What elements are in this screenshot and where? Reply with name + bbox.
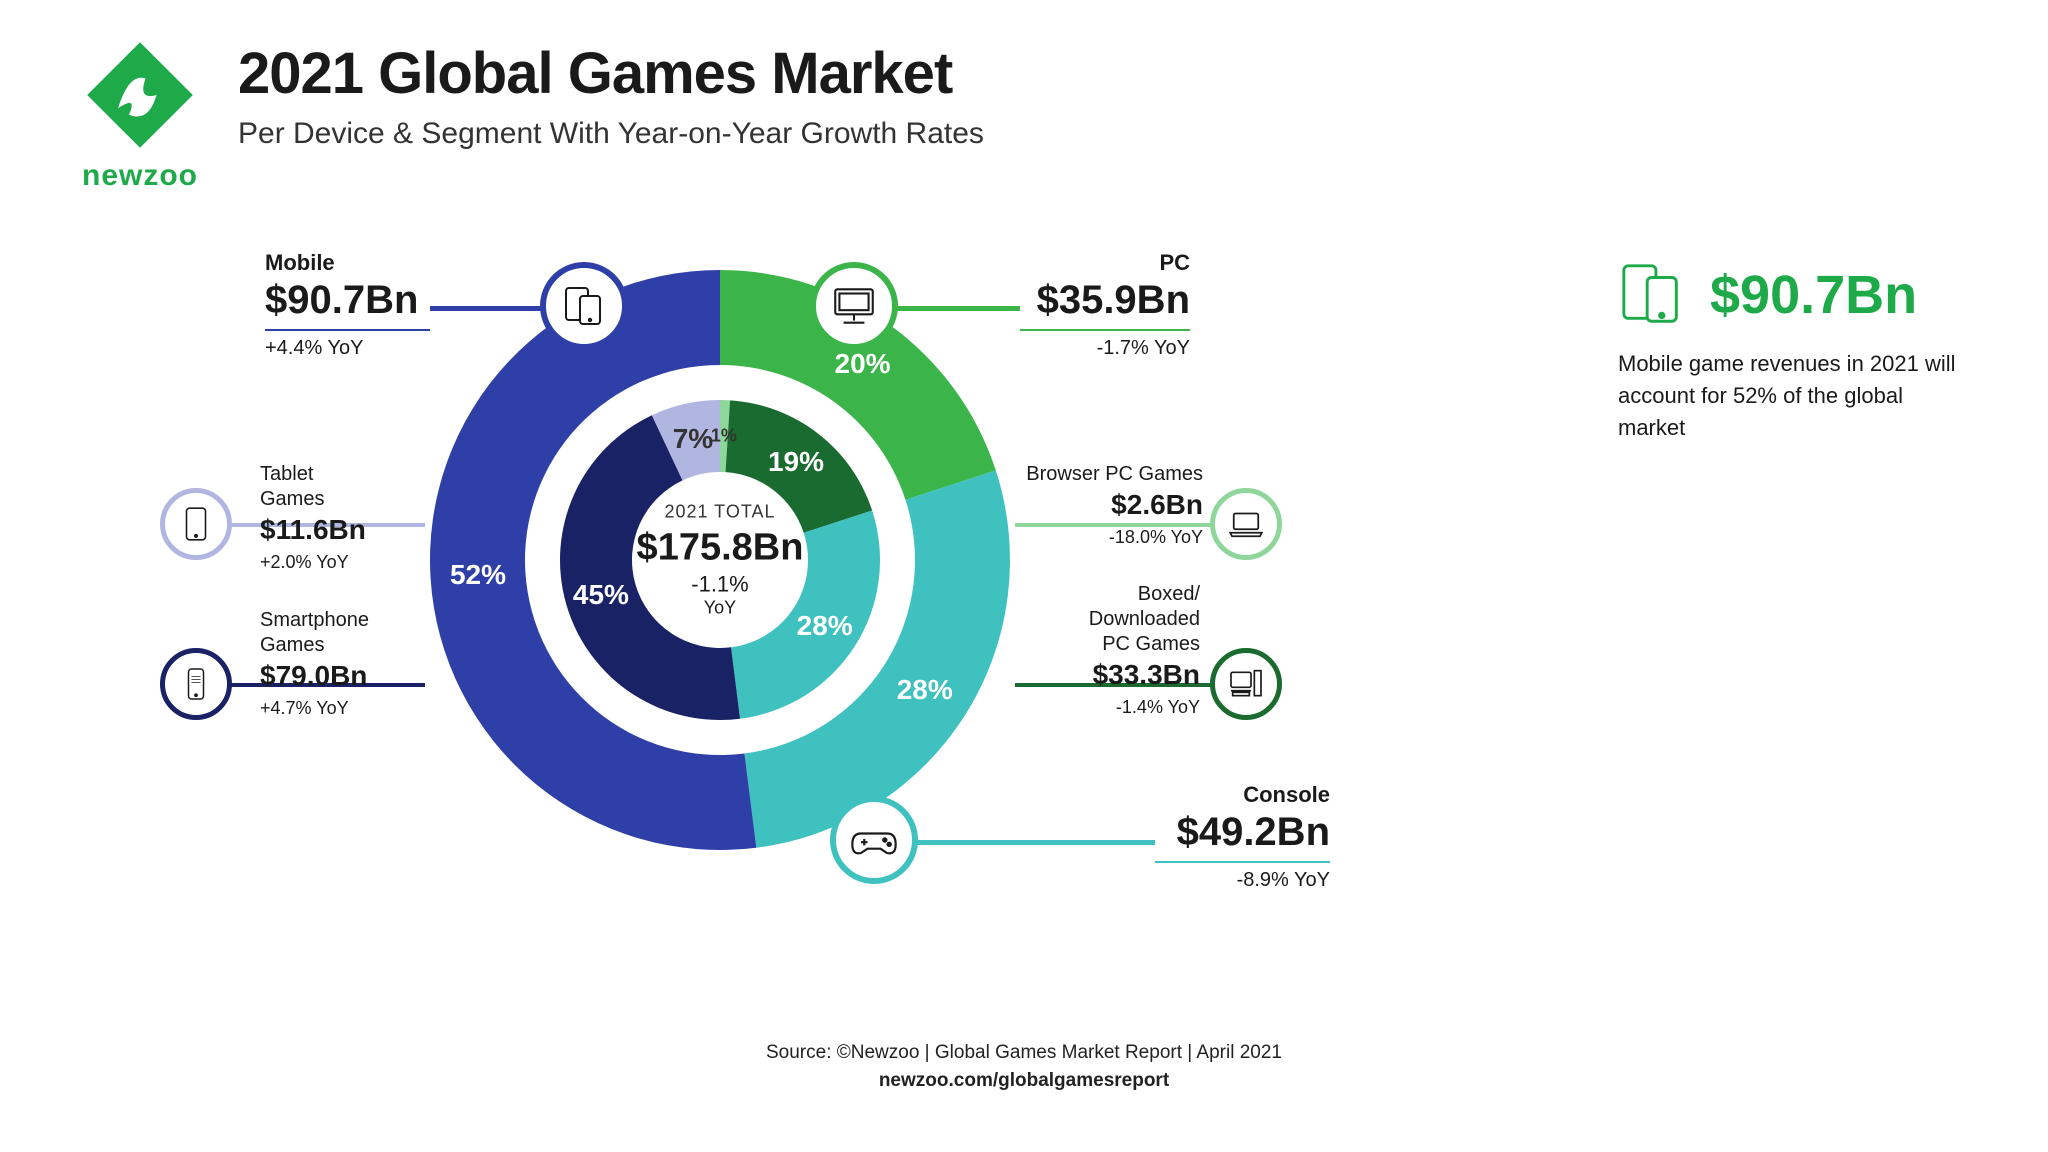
boxed-yoy: -1.4% YoY (1040, 697, 1200, 718)
title-block: 2021 Global Games Market Per Device & Se… (238, 40, 984, 151)
logo-text: newzoo (70, 159, 210, 193)
center-value: $175.8Bn (637, 527, 804, 570)
smartphone-yoy: +4.7% YoY (260, 698, 369, 719)
browser-value: $2.6Bn (1008, 489, 1203, 521)
logo: newzoo (70, 40, 210, 193)
page-title: 2021 Global Games Market (238, 40, 984, 107)
footer-source: Source: ©Newzoo | Global Games Market Re… (0, 1042, 2048, 1064)
browser-yoy: -18.0% YoY (1008, 527, 1203, 548)
pc-label: PC (1020, 250, 1190, 276)
slice-pct-console: 28% (897, 674, 953, 706)
center-yoy: -1.1% (637, 572, 804, 598)
header: newzoo 2021 Global Games Market Per Devi… (70, 40, 984, 193)
browser-label: Browser PC Games (1008, 462, 1203, 487)
slice-pct-mobile: 52% (450, 559, 506, 591)
boxed-label: Boxed/ Downloaded PC Games (1040, 582, 1200, 657)
side-description: Mobile game revenues in 2021 will accoun… (1618, 348, 1968, 444)
footer: Source: ©Newzoo | Global Games Market Re… (0, 1042, 2048, 1092)
slice-pct-smartphone: 45% (573, 579, 629, 611)
slice-pct-boxedPC: 19% (768, 446, 824, 478)
page-subtitle: Per Device & Segment With Year-on-Year G… (238, 117, 984, 151)
console-label: Console (1155, 782, 1330, 808)
mobile-label: Mobile (265, 250, 430, 276)
slice-pct-consoleInner: 28% (797, 610, 853, 642)
mobile-devices-icon (540, 262, 628, 350)
console-value: $49.2Bn (1155, 810, 1330, 855)
laptop-icon (1210, 488, 1282, 560)
mobile-yoy: +4.4% YoY (265, 329, 430, 360)
donut-center: 2021 TOTAL $175.8Bn -1.1% YoY (637, 502, 804, 619)
tablet-icon (160, 488, 232, 560)
mobile-devices-icon (1618, 260, 1688, 330)
newzoo-logo-icon (85, 40, 195, 150)
pc-yoy: -1.7% YoY (1020, 329, 1190, 360)
pc-tower-icon (1210, 648, 1282, 720)
footer-link: newzoo.com/globalgamesreport (0, 1070, 2048, 1092)
smartphone-icon (160, 648, 232, 720)
center-label: 2021 TOTAL (637, 502, 804, 523)
desktop-pc-icon (810, 262, 898, 350)
game-controller-icon (830, 796, 918, 884)
side-value: $90.7Bn (1710, 264, 1917, 326)
mobile-value: $90.7Bn (265, 278, 430, 323)
side-highlight: $90.7Bn Mobile game revenues in 2021 wil… (1618, 260, 1968, 444)
slice-pct-browserPC: 1% (711, 426, 737, 447)
smartphone-value: $79.0Bn (260, 660, 369, 692)
smartphone-label: Smartphone Games (260, 608, 369, 658)
console-yoy: -8.9% YoY (1155, 861, 1330, 892)
boxed-value: $33.3Bn (1040, 659, 1200, 691)
pc-value: $35.9Bn (1020, 278, 1190, 323)
tablet-label: Tablet Games (260, 462, 366, 512)
slice-pct-tablet: 7% (673, 423, 713, 455)
slice-pct-pc: 20% (835, 348, 891, 380)
center-yoy-label: YoY (637, 598, 804, 619)
tablet-value: $11.6Bn (260, 514, 366, 546)
tablet-yoy: +2.0% YoY (260, 552, 366, 573)
